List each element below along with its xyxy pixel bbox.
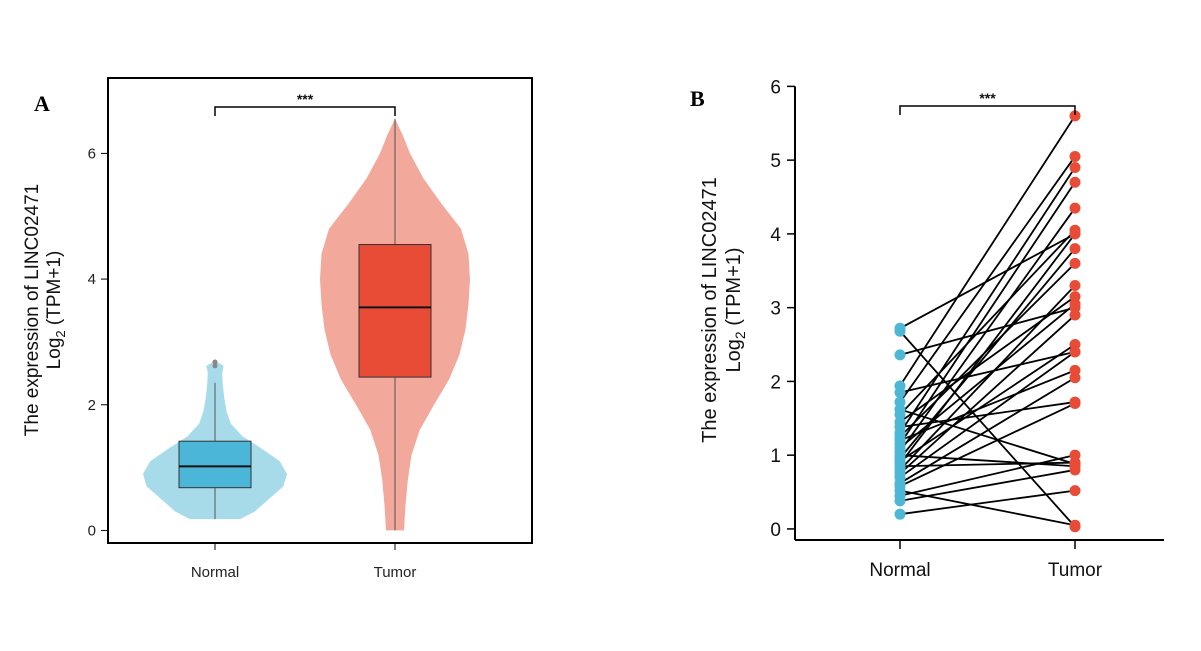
panel-a-boxes	[178, 118, 432, 531]
panel-a-y-label-line1: The expression of LINC02471	[22, 184, 43, 436]
panel-a-letter: A	[34, 91, 50, 116]
panel-b-y-label-line2: Log2 (TPM+1)	[723, 247, 748, 372]
tumor-point	[1069, 243, 1081, 255]
panel-b-letter: B	[690, 86, 705, 111]
panel-a: A 0 2 4 6 Normal Tumor *** The expression of…	[22, 77, 533, 581]
tumor-point	[1069, 485, 1081, 497]
normal-point	[894, 349, 906, 361]
x-tick-label: Normal	[191, 564, 239, 581]
tumor-point	[1069, 396, 1081, 408]
pair-line	[899, 115, 1076, 387]
y-tick-label: 4	[770, 225, 781, 246]
pair-line	[899, 351, 1076, 394]
tumor-point	[1069, 257, 1081, 269]
pair-line	[899, 233, 1076, 330]
y-tick-label: 0	[770, 520, 781, 541]
pair-line	[899, 489, 1076, 516]
panel-a-y-label: The expression of LINC02471 Log2 (TPM+1)	[22, 184, 68, 436]
panel-a-frame	[107, 77, 533, 544]
tumor-point	[1069, 291, 1081, 303]
significance-bracket	[214, 106, 396, 116]
significance-bracket	[899, 105, 1076, 115]
significance-label: ***	[297, 91, 314, 107]
y-tick-label: 4	[88, 271, 96, 288]
box-tumor	[358, 244, 432, 378]
pair-line	[899, 330, 1076, 528]
tumor-point	[1069, 280, 1081, 292]
y-tick-label: 6	[88, 145, 96, 162]
panel-b-y-label-line1: The expression of LINC02471	[699, 177, 721, 443]
y-tick-label: 2	[770, 372, 781, 393]
pair-line	[899, 303, 1076, 449]
pair-line	[899, 454, 1076, 468]
panel-b: B 0 1 2 3 4 5 6 Normal Tumor *** The expression…	[690, 77, 1164, 581]
panel-a-x-ticks: Normal Tumor	[191, 543, 417, 581]
pair-line	[899, 402, 1076, 487]
box-normal	[178, 440, 252, 489]
panel-b-points	[894, 110, 1081, 533]
panel-a-y-ticks: 0 2 4 6	[88, 145, 108, 539]
significance-label: ***	[979, 90, 996, 106]
pair-line	[899, 408, 1076, 465]
pair-line	[899, 262, 1076, 438]
panel-b-pair-lines	[899, 115, 1076, 528]
panel-b-y-ticks: 0 1 2 3 4 5 6	[770, 77, 795, 541]
panel-b-significance: ***	[899, 90, 1076, 115]
outlier-point	[212, 359, 218, 365]
y-tick-label: 5	[770, 151, 781, 172]
pair-line	[899, 155, 1076, 403]
y-tick-label: 3	[770, 299, 781, 320]
panel-a-y-label-line2: Log2 (TPM+1)	[44, 251, 68, 370]
pair-line	[899, 401, 1076, 429]
y-tick-label: 1	[770, 446, 781, 467]
tumor-point	[1069, 521, 1081, 533]
pair-line	[899, 489, 1076, 527]
panel-a-significance: ***	[214, 91, 396, 116]
normal-point	[894, 380, 906, 392]
pair-line	[899, 229, 1076, 416]
x-tick-label: Tumor	[1048, 560, 1103, 581]
tumor-point	[1069, 458, 1081, 470]
tumor-point	[1069, 228, 1081, 240]
pair-line	[899, 454, 1076, 497]
tumor-point	[1069, 110, 1081, 122]
outlier-point	[212, 363, 218, 369]
normal-point	[894, 322, 906, 334]
tumor-point	[1069, 162, 1081, 174]
y-tick-label: 0	[88, 522, 96, 539]
pair-line	[899, 369, 1076, 442]
pair-line	[899, 314, 1076, 475]
x-tick-label: Tumor	[374, 564, 417, 581]
normal-point	[894, 508, 906, 520]
x-tick-label: Normal	[869, 560, 930, 581]
tumor-point	[1069, 202, 1081, 214]
tumor-point	[1069, 364, 1081, 376]
tumor-point	[1069, 150, 1081, 162]
panel-b-axes	[794, 86, 1164, 541]
panel-b-x-ticks: Normal Tumor	[869, 540, 1103, 581]
tumor-point	[1069, 302, 1081, 314]
tumor-point	[1069, 346, 1081, 358]
pair-line	[899, 343, 1076, 462]
y-tick-label: 2	[88, 397, 96, 414]
pair-line	[899, 461, 1076, 468]
tumor-point	[1069, 176, 1081, 188]
normal-point	[894, 396, 906, 408]
panel-b-y-label: The expression of LINC02471 Log2 (TPM+1)	[699, 177, 748, 443]
pair-line	[899, 306, 1076, 356]
y-tick-label: 6	[770, 77, 781, 98]
pair-line	[899, 167, 1076, 434]
pair-line	[899, 295, 1076, 423]
